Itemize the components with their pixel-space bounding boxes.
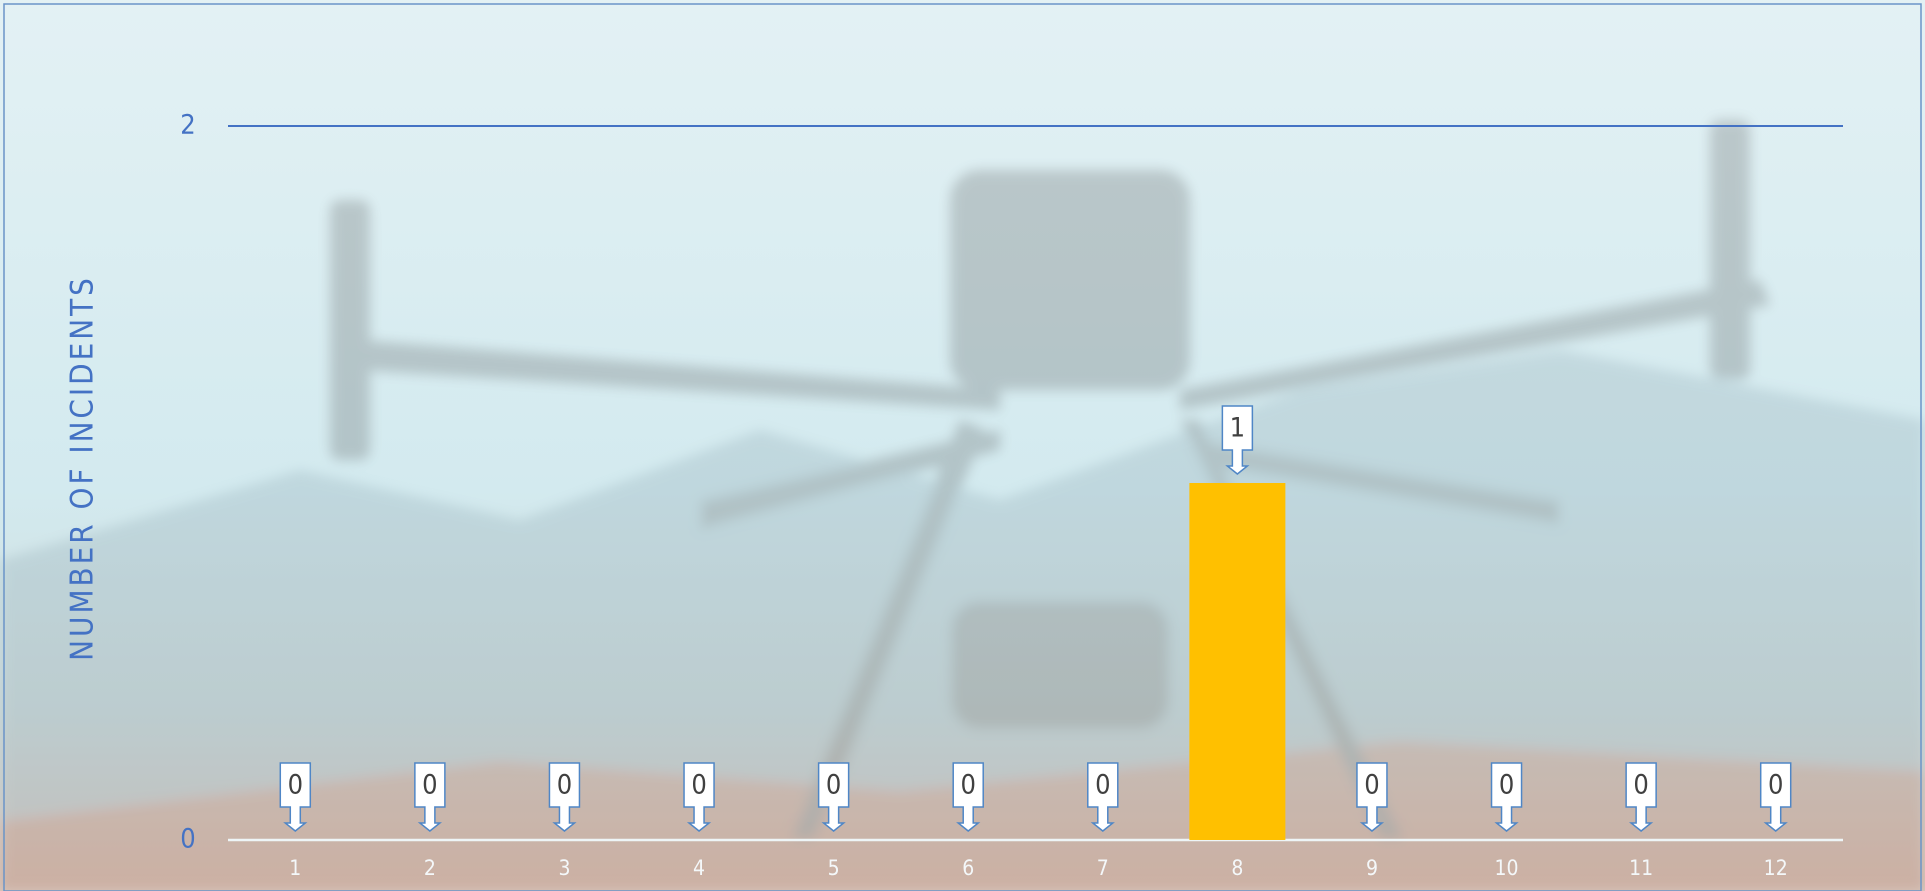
x-tick-label: 1 [289,856,301,880]
data-label-callout [548,762,581,832]
data-label: 1 [1221,405,1254,475]
data-label: 0 [1356,762,1388,832]
data-label-callout [1221,405,1254,475]
data-label: 0 [1759,762,1792,832]
data-label-callout [952,762,984,832]
data-label-text: 0 [1633,770,1648,801]
x-tick-label: 5 [828,856,840,880]
data-label-text: 1 [1230,413,1245,444]
data-label-callout [1356,762,1388,832]
frame [3,3,1922,891]
data-label-text: 0 [1768,770,1783,801]
x-tick-label: 2 [424,856,436,880]
data-label: 0 [548,762,581,832]
x-tick-label: 9 [1366,856,1378,880]
data-label: 0 [279,762,312,832]
data-label-callout [414,762,446,832]
x-tick-label: 11 [1629,856,1653,880]
data-label-text: 0 [960,770,975,801]
data-label-callout [1490,762,1523,832]
data-label: 0 [1490,762,1523,832]
data-label-callout [1087,762,1119,832]
y-axis-title: NUMBER OF INCIDENTS [65,275,101,661]
bar [1189,483,1286,840]
x-tick-label: 8 [1231,856,1243,880]
x-tick-label: 7 [1097,856,1109,880]
data-label-text: 0 [557,770,572,801]
data-label-text: 0 [422,770,437,801]
data-label: 0 [414,762,446,832]
data-label: 0 [952,762,984,832]
data-label-text: 0 [691,770,706,801]
data-label: 0 [1087,762,1119,832]
data-label-text: 0 [1095,770,1110,801]
x-tick-label: 12 [1764,856,1788,880]
x-tick-label: 3 [558,856,570,880]
data-label: 0 [683,762,715,832]
data-label-callout [817,762,850,832]
data-label-callout [1625,762,1657,832]
x-tick-label: 10 [1495,856,1519,880]
data-label-text: 0 [1364,770,1379,801]
y-tick-label: 2 [180,110,195,141]
x-tick-label: 4 [693,856,705,880]
data-label-callout [683,762,715,832]
data-label: 0 [817,762,850,832]
x-tick-label: 6 [962,856,974,880]
data-label-text: 0 [826,770,841,801]
y-tick-label: 0 [180,824,195,855]
data-label: 0 [1625,762,1657,832]
data-label-text: 0 [1499,770,1514,801]
data-label-text: 0 [288,770,303,801]
data-label-callout [1759,762,1792,832]
data-label-callout [279,762,312,832]
